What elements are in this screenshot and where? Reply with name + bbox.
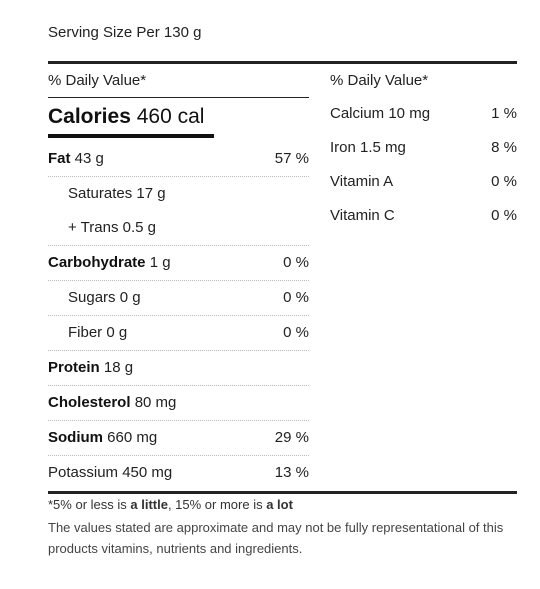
- nutrient-name: Potassium 450 mg: [48, 464, 173, 481]
- nutrient-percent: 0 %: [283, 324, 309, 341]
- calories-label: Calories: [48, 105, 131, 128]
- nutrient-name: Protein: [48, 359, 100, 376]
- nutrient-amount: 660 mg: [107, 429, 158, 446]
- nutrient-name: Fat: [48, 150, 71, 167]
- nutrient-percent: 13 %: [274, 464, 309, 481]
- nutrient-row-saturates: Saturates 17 g: [48, 176, 309, 211]
- disclaimer: The values stated are approximate and ma…: [48, 520, 504, 556]
- bottom-rule: [48, 491, 517, 494]
- mineral-percent: 8 %: [491, 139, 517, 156]
- nutrient-row-cholesterol: Cholesterol 80 mg: [48, 385, 309, 420]
- nutrient-amount: 80 mg: [134, 394, 177, 411]
- nutrient-row-sugars: Sugars 0 g 0 %: [48, 280, 309, 315]
- nutrition-left-column: % Daily Value* Calories 460 cal Fat 43 g…: [48, 64, 309, 490]
- nutrient-amount: 18 g: [103, 359, 134, 376]
- mineral-row-vitamin-c: Vitamin C 0 %: [330, 199, 517, 233]
- nutrition-right-column: % Daily Value* Calcium 10 mg 1 % Iron 1.…: [330, 64, 517, 233]
- mineral-name: Vitamin C: [330, 207, 395, 224]
- calories-row: Calories 460 cal: [48, 98, 309, 138]
- calories-underline: [48, 134, 214, 138]
- serving-size: Serving Size Per 130 g: [48, 24, 202, 41]
- mineral-row-iron: Iron 1.5 mg 8 %: [330, 131, 517, 165]
- nutrient-row-trans: + Trans 0.5 g: [48, 211, 309, 245]
- mineral-name: Calcium 10 mg: [330, 105, 431, 122]
- nutrient-percent: 29 %: [274, 429, 309, 446]
- mineral-name: Iron 1.5 mg: [330, 139, 406, 156]
- mineral-row-vitamin-a: Vitamin A 0 %: [330, 165, 517, 199]
- nutrient-row-protein: Protein 18 g: [48, 350, 309, 385]
- nutrient-amount: 43 g: [74, 150, 104, 167]
- mineral-name: Vitamin A: [330, 173, 394, 190]
- mineral-row-calcium: Calcium 10 mg 1 %: [330, 97, 517, 131]
- nutrient-percent: 0 %: [283, 254, 309, 271]
- mineral-percent: 0 %: [491, 173, 517, 190]
- nutrient-name: Cholesterol: [48, 394, 131, 411]
- nutrient-row-carbohydrate: Carbohydrate 1 g 0 %: [48, 245, 309, 280]
- nutrient-row-fat: Fat 43 g 57 %: [48, 142, 309, 176]
- nutrient-name: Sodium: [48, 429, 103, 446]
- top-rule: [48, 61, 517, 64]
- nutrient-name: Sugars 0 g: [68, 289, 141, 306]
- nutrient-name: Fiber 0 g: [68, 324, 128, 341]
- nutrient-name: Carbohydrate: [48, 254, 146, 271]
- mineral-percent: 0 %: [491, 207, 517, 224]
- nutrient-row-sodium: Sodium 660 mg 29 %: [48, 420, 309, 455]
- nutrient-percent: 0 %: [283, 289, 309, 306]
- nutrient-name: + Trans 0.5 g: [68, 219, 156, 236]
- mineral-percent: 1 %: [491, 105, 517, 122]
- nutrient-name: Saturates 17 g: [68, 185, 166, 202]
- nutrient-percent: 57 %: [274, 150, 309, 167]
- daily-value-header: % Daily Value*: [48, 64, 309, 98]
- daily-value-note: *5% or less is a little, 15% or more is …: [48, 497, 293, 512]
- nutrient-amount: 1 g: [149, 254, 171, 271]
- daily-value-header: % Daily Value*: [330, 72, 429, 89]
- nutrient-row-fiber: Fiber 0 g 0 %: [48, 315, 309, 350]
- calories-value: 460 cal: [136, 105, 205, 128]
- nutrient-row-potassium: Potassium 450 mg 13 %: [48, 455, 309, 490]
